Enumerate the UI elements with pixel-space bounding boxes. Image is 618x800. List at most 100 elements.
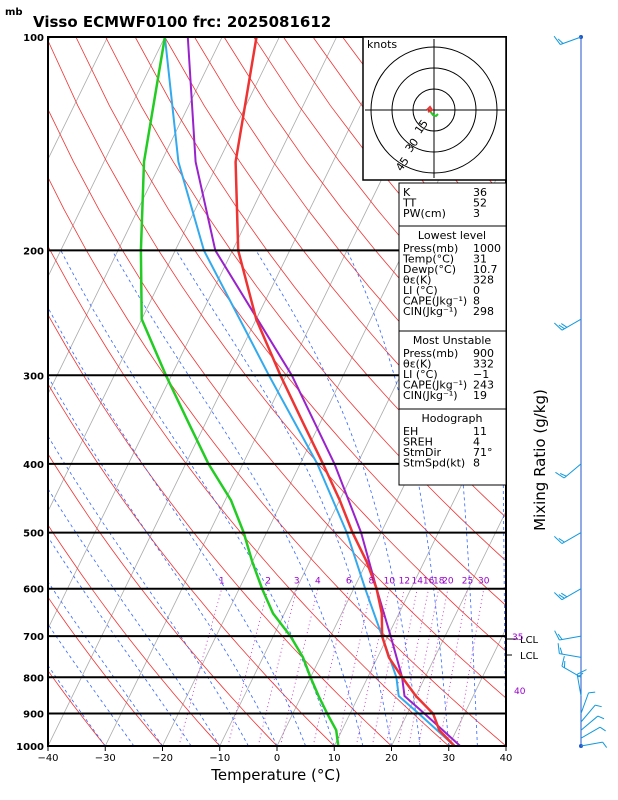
isotherm-line [48, 37, 337, 630]
mixing-ratio-label: 10 [384, 577, 396, 587]
wind-barb-flag [576, 669, 587, 675]
isotherm-line [391, 510, 506, 746]
dry-adiabat-line [550, 37, 618, 761]
hodograph_params-label: StmSpd(kt) [403, 457, 465, 470]
temperature-tick-label: 40 [500, 753, 513, 764]
wind-barb-flag [554, 630, 560, 641]
wind-barb-flag [557, 633, 563, 640]
wind-barb-flag [554, 322, 563, 331]
most_unstable-value: −1 [473, 368, 489, 381]
temperature-tick-label: −20 [152, 753, 173, 764]
wind-barb [561, 588, 582, 601]
isotherm-line [48, 37, 166, 278]
lowest_level-title: Lowest level [418, 229, 486, 242]
lowest_level-value: 0 [473, 284, 480, 297]
mixing-ratio-label: 25 [462, 577, 473, 587]
lowest_level-label: Press(mb) [403, 242, 458, 255]
isotherm-line [48, 37, 395, 746]
wind-barb-flag [558, 594, 565, 599]
isotherm-line [219, 158, 506, 746]
parcel-unstable-line [186, 37, 461, 746]
wind-barb [580, 692, 589, 714]
hodograph-ring [412, 88, 456, 132]
lowest_level-value: 298 [473, 305, 494, 318]
wind-barb-flag [559, 647, 563, 655]
mixing-ratio-line [257, 588, 298, 746]
hodograph-title: knots [367, 38, 397, 51]
temperature-tick-label: −30 [95, 753, 116, 764]
dry-adiabat-line [580, 37, 618, 761]
mixing-ratio-line [227, 588, 269, 746]
most_unstable-value: 19 [473, 389, 487, 402]
adiabat-label: 40 [514, 687, 526, 697]
mixing-ratio-label: 14 [412, 577, 424, 587]
lowest_level-value: 10.7 [473, 263, 498, 276]
mixing-ratio-label: 18 [433, 577, 445, 587]
moist-adiabat-line [48, 536, 192, 746]
most_unstable-value: 243 [473, 379, 494, 392]
moist-adiabat-line [48, 664, 106, 746]
lcl-label: LCL [520, 651, 539, 662]
mixing-ratio-label: 2 [265, 577, 271, 587]
hodograph_params-label: StmDir [403, 446, 442, 459]
pressure-tick-label: 300 [23, 371, 44, 382]
mixing-ratio-line [371, 588, 405, 746]
wind-barb [576, 674, 582, 697]
hodograph-params-box [398, 408, 507, 486]
moist-adiabat-line [60, 250, 335, 746]
wind-barb-flag [555, 471, 565, 479]
indices-value: 36 [473, 186, 487, 199]
pressure-tick-label: 400 [23, 460, 44, 471]
hodograph_params-value: 11 [473, 425, 487, 438]
wind-barb-flag [557, 643, 560, 654]
dry-adiabat-line [105, 37, 506, 562]
moist-adiabat-line [255, 250, 421, 746]
wind-barb-flag [558, 324, 565, 330]
mixing-ratio-label: 3 [294, 577, 300, 587]
indices-label: PW(cm) [403, 207, 446, 220]
wind-barb-flag [554, 536, 563, 544]
indices-label: K [403, 186, 411, 199]
wind-barb [580, 715, 599, 731]
dry-adiabat-line [48, 745, 49, 746]
dry-adiabat-line [48, 524, 221, 746]
mixing-ratio-line [336, 588, 372, 746]
pressure-tick-label: 1000 [16, 742, 44, 753]
wind-barb-flag [597, 715, 605, 720]
pressure-tick-label: 200 [23, 246, 44, 257]
dry-adiabat-line [0, 37, 1, 761]
wind-barb [580, 726, 601, 739]
hodograph_params-label: EH [403, 425, 418, 438]
most_unstable-label: θε(K) [403, 358, 431, 371]
wind-barb [561, 318, 582, 331]
moist-adiabat-line [48, 375, 278, 746]
mixing-ratio-label: 30 [478, 577, 490, 587]
wind-barb-panel [553, 35, 608, 748]
mixing-ratio-line [280, 588, 319, 746]
dry-adiabat-line [48, 108, 506, 699]
mixing-ratio-line [456, 588, 485, 746]
pressure-unit-label: mb [5, 7, 23, 18]
x-axis-title: Temperature (°C) [210, 766, 340, 784]
pressure-tick-label: 800 [23, 673, 44, 684]
wind-barb-flag [561, 656, 565, 667]
hodograph-trace [426, 105, 434, 113]
mixing-ratio-label: 6 [346, 577, 352, 587]
wind-barb [580, 741, 603, 747]
wind-barb-flag [554, 592, 563, 601]
mixing-ratio-line [178, 588, 223, 746]
wind-barb [559, 635, 582, 641]
dry-adiabat-line [48, 383, 335, 746]
mixing-ratio-line [385, 588, 418, 746]
mixing-ratio-line [312, 588, 350, 746]
parcel-lowest-line [163, 37, 456, 746]
lowest_level-label: CAPE(Jkg⁻¹) [403, 295, 467, 308]
moist-adiabat-line [111, 250, 364, 746]
dry-adiabat-line [48, 596, 164, 746]
most_unstable-label: Press(mb) [403, 347, 458, 360]
mixing-ratio-label: 12 [399, 577, 410, 587]
right-axis-title: Mixing Ratio (g/kg) [531, 389, 549, 531]
moist-adiabat-line [48, 435, 249, 746]
